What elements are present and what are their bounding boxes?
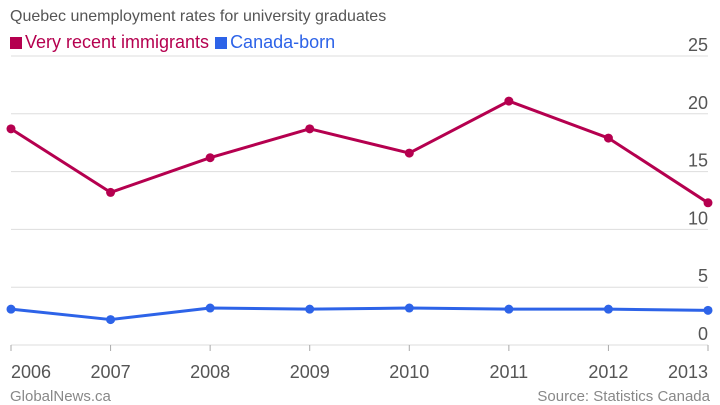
data-point (106, 187, 116, 197)
data-point (6, 304, 16, 314)
series-line (9, 306, 710, 322)
legend-swatch-icon (10, 36, 22, 49)
credit-text: GlobalNews.ca (10, 388, 111, 405)
y-tick-label: 20 (688, 93, 708, 113)
y-tick-label: 25 (688, 35, 708, 55)
data-point (504, 304, 514, 314)
data-point (305, 124, 315, 134)
x-tick-label: 2006 (11, 362, 51, 382)
y-tick-label: 15 (688, 151, 708, 171)
data-point (305, 304, 315, 314)
x-tick-label: 2012 (588, 362, 628, 382)
data-point (703, 198, 713, 208)
data-point (205, 303, 215, 313)
series-line (9, 99, 710, 205)
data-point (504, 96, 514, 106)
legend-item-very-recent-immigrants[interactable]: Very recent immigrants (10, 32, 209, 53)
x-tick-label: 2013 (668, 362, 708, 382)
x-tick-label: 2007 (91, 362, 131, 382)
legend-swatch-icon (215, 36, 228, 49)
series-1 (6, 303, 713, 325)
data-point (404, 148, 414, 158)
chart-title: Quebec unemployment rates for university… (10, 8, 387, 25)
legend-label: Very recent immigrants (25, 32, 210, 52)
legend: Very recent immigrants Canada-born (10, 32, 341, 53)
series-0 (6, 96, 713, 208)
data-point (603, 133, 613, 143)
x-tick-label: 2008 (190, 362, 230, 382)
source-text: Source: Statistics Canada (537, 388, 710, 405)
data-point (6, 124, 16, 134)
y-tick-label: 0 (698, 324, 708, 344)
data-point (703, 305, 713, 315)
x-tick-label: 2011 (489, 362, 528, 382)
x-tick-label: 2009 (290, 362, 330, 382)
legend-item-canada-born[interactable]: Canada-born (215, 32, 335, 53)
x-tick-label: 2010 (389, 362, 429, 382)
y-tick-label: 10 (688, 208, 708, 228)
data-point (404, 303, 414, 313)
data-point (603, 304, 613, 314)
data-point (106, 315, 116, 325)
legend-label: Canada-born (230, 32, 336, 52)
y-tick-label: 5 (698, 266, 708, 286)
data-point (205, 153, 215, 163)
